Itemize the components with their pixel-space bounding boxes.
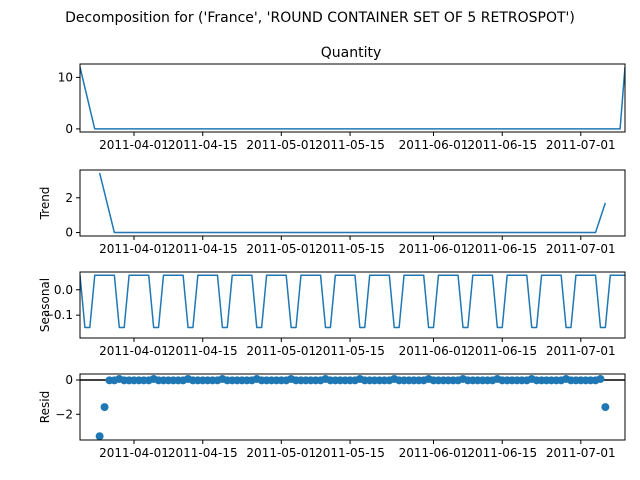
x-tick-label: 2011-06-01 <box>399 138 469 152</box>
y-tick-label: 2 <box>65 191 73 205</box>
series-line-quantity <box>80 66 625 130</box>
y-tick-label: 0 <box>65 373 73 387</box>
x-tick-label: 2011-06-15 <box>467 446 537 460</box>
x-tick-label: 2011-05-15 <box>315 242 385 256</box>
x-tick-label: 2011-07-01 <box>546 138 616 152</box>
ylabel-seasonal: Seasonal <box>38 278 52 332</box>
y-tick-label: 10 <box>58 70 73 84</box>
axes-frame-seasonal <box>79 271 626 339</box>
ylabel-trend: Trend <box>38 187 52 221</box>
x-tick-label: 2011-07-01 <box>546 446 616 460</box>
x-tick-label: 2011-05-15 <box>315 446 385 460</box>
x-tick-label: 2011-07-01 <box>546 344 616 358</box>
figure-suptitle: Decomposition for ('France', 'ROUND CONT… <box>65 10 575 26</box>
resid-point-outlier <box>95 432 104 441</box>
y-tick-label: −2 <box>55 407 73 421</box>
x-tick-label: 2011-06-01 <box>399 446 469 460</box>
x-tick-label: 2011-04-01 <box>99 344 169 358</box>
x-tick-label: 2011-04-01 <box>99 242 169 256</box>
resid-point <box>596 374 605 383</box>
series-line-seasonal <box>80 274 625 329</box>
x-tick-label: 2011-05-01 <box>246 344 316 358</box>
axes-frame-quantity <box>79 63 626 133</box>
x-tick-label: 2011-05-01 <box>246 138 316 152</box>
y-tick-label: 0 <box>65 226 73 240</box>
panel-title-quantity: Quantity <box>321 45 382 61</box>
ylabel-resid: Resid <box>38 391 52 423</box>
series-line-trend <box>98 172 607 234</box>
x-tick-label: 2011-04-15 <box>168 242 238 256</box>
x-tick-label: 2011-06-01 <box>399 242 469 256</box>
x-tick-label: 2011-05-15 <box>315 344 385 358</box>
axes-frame-resid <box>79 373 626 441</box>
x-tick-label: 2011-05-15 <box>315 138 385 152</box>
x-tick-label: 2011-04-01 <box>99 138 169 152</box>
axes-frame-trend <box>79 169 626 237</box>
x-tick-label: 2011-06-15 <box>467 344 537 358</box>
x-tick-label: 2011-04-15 <box>168 138 238 152</box>
resid-point-outlier <box>601 403 610 412</box>
x-tick-label: 2011-06-15 <box>467 242 537 256</box>
x-tick-label: 2011-07-01 <box>546 242 616 256</box>
x-tick-label: 2011-06-01 <box>399 344 469 358</box>
y-tick-label: 0.0 <box>54 283 73 297</box>
x-tick-label: 2011-06-15 <box>467 138 537 152</box>
y-tick-label: 0 <box>65 122 73 136</box>
x-tick-label: 2011-05-01 <box>246 446 316 460</box>
x-tick-label: 2011-04-15 <box>168 446 238 460</box>
x-tick-label: 2011-04-15 <box>168 344 238 358</box>
y-tick-label: −0.1 <box>44 308 73 322</box>
x-tick-label: 2011-05-01 <box>246 242 316 256</box>
resid-point-outlier <box>100 403 109 412</box>
x-tick-label: 2011-04-01 <box>99 446 169 460</box>
